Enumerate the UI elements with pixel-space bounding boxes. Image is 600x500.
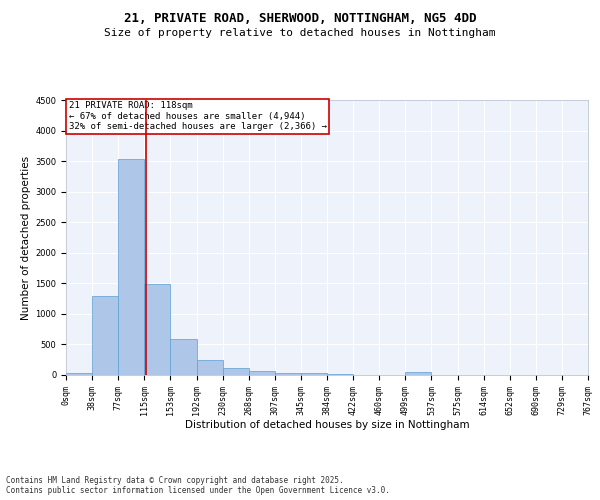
Bar [327, 374, 353, 375]
Text: 21, PRIVATE ROAD, SHERWOOD, NOTTINGHAM, NG5 4DD: 21, PRIVATE ROAD, SHERWOOD, NOTTINGHAM, … [124, 12, 476, 26]
Bar [197, 360, 223, 375]
Bar [301, 374, 327, 375]
Bar [145, 284, 170, 375]
Text: 21 PRIVATE ROAD: 118sqm
← 67% of detached houses are smaller (4,944)
32% of semi: 21 PRIVATE ROAD: 118sqm ← 67% of detache… [68, 102, 326, 131]
Text: Size of property relative to detached houses in Nottingham: Size of property relative to detached ho… [104, 28, 496, 38]
Bar [118, 158, 145, 375]
Text: Contains HM Land Registry data © Crown copyright and database right 2025.
Contai: Contains HM Land Registry data © Crown c… [6, 476, 390, 495]
Bar [92, 296, 118, 375]
Bar [249, 370, 275, 375]
Y-axis label: Number of detached properties: Number of detached properties [21, 156, 31, 320]
Bar [66, 373, 92, 375]
X-axis label: Distribution of detached houses by size in Nottingham: Distribution of detached houses by size … [185, 420, 469, 430]
Bar [275, 373, 301, 375]
Bar [406, 372, 431, 375]
Bar [170, 339, 197, 375]
Bar [223, 368, 249, 375]
